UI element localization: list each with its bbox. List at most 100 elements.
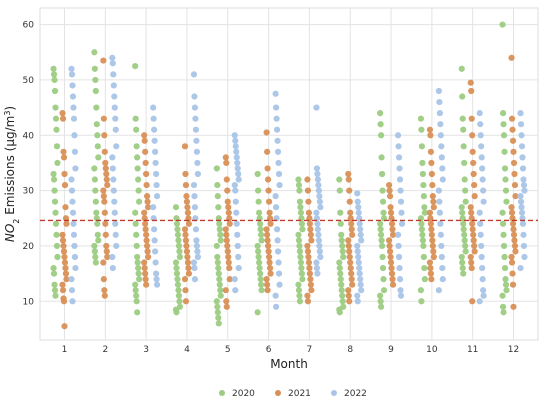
data-point-2022 — [478, 253, 485, 261]
data-point-2021 — [388, 270, 396, 277]
data-point-2021 — [265, 253, 273, 261]
x-tick-label: 4 — [184, 345, 190, 355]
data-point-2022 — [275, 159, 282, 167]
data-point-2020 — [135, 270, 142, 277]
data-point-2020 — [418, 226, 426, 233]
data-point-2020 — [499, 21, 506, 28]
data-point-2020 — [499, 209, 506, 216]
data-point-2020 — [257, 231, 265, 238]
data-point-2022 — [394, 231, 402, 238]
data-point-2020 — [91, 176, 98, 183]
data-point-2021 — [510, 159, 518, 167]
data-point-2021 — [144, 242, 151, 250]
data-point-2022 — [520, 242, 528, 250]
data-point-2022 — [109, 154, 116, 161]
data-point-2022 — [68, 276, 75, 283]
data-point-2020 — [378, 154, 385, 161]
data-point-2020 — [133, 292, 140, 299]
data-point-2022 — [112, 115, 119, 122]
data-point-2020 — [52, 292, 59, 299]
y-label-rest: Emissions (μg/m — [3, 116, 17, 219]
y-tick-label: 40 — [23, 131, 35, 141]
data-point-2020 — [92, 187, 99, 194]
data-point-2020 — [134, 154, 141, 161]
data-point-2021 — [267, 220, 274, 227]
data-point-2022 — [152, 259, 159, 266]
data-point-2022 — [476, 298, 483, 305]
data-point-2021 — [266, 209, 273, 216]
data-point-2021 — [222, 154, 229, 161]
data-point-2020 — [458, 253, 465, 261]
data-point-2021 — [142, 226, 149, 233]
data-point-2021 — [428, 170, 435, 178]
data-point-2022 — [395, 253, 403, 261]
data-point-2020 — [132, 287, 139, 294]
data-point-2021 — [143, 170, 150, 178]
data-point-2020 — [133, 231, 140, 238]
data-point-2021 — [469, 132, 476, 139]
data-point-2022 — [517, 198, 525, 205]
data-point-2020 — [420, 242, 427, 250]
data-point-2021 — [346, 298, 353, 305]
data-point-2022 — [395, 154, 403, 161]
x-tick-label: 1 — [62, 345, 68, 355]
data-point-2021 — [224, 198, 231, 205]
x-tick-label: 6 — [266, 345, 272, 355]
data-point-2020 — [461, 231, 468, 238]
data-point-2022 — [110, 71, 117, 78]
data-point-2021 — [468, 209, 475, 216]
data-point-2020 — [336, 309, 343, 316]
data-point-2021 — [225, 204, 232, 211]
data-point-2021 — [59, 231, 66, 238]
data-point-2020 — [173, 220, 181, 227]
data-point-2020 — [377, 121, 384, 128]
data-point-2021 — [185, 264, 192, 272]
data-point-2020 — [91, 65, 98, 72]
data-point-2020 — [379, 253, 386, 261]
data-point-2022 — [151, 237, 158, 244]
data-point-2022 — [113, 143, 120, 150]
data-point-2021 — [510, 148, 517, 155]
data-point-2020 — [175, 292, 183, 299]
data-point-2020 — [52, 209, 59, 216]
data-point-2020 — [216, 276, 223, 283]
data-point-2021 — [185, 220, 193, 227]
x-axis-label: Month — [270, 357, 308, 371]
data-point-2021 — [141, 137, 148, 144]
data-point-2020 — [254, 242, 261, 250]
data-point-2022 — [193, 242, 201, 250]
data-point-2022 — [439, 176, 446, 183]
data-point-2021 — [428, 226, 435, 233]
data-point-2021 — [467, 79, 474, 86]
data-point-2020 — [52, 104, 59, 111]
data-point-2021 — [267, 270, 274, 277]
data-point-2022 — [112, 231, 119, 238]
data-point-2020 — [50, 170, 57, 178]
data-point-2020 — [256, 270, 264, 277]
y-tick-label: 60 — [23, 21, 35, 31]
data-point-2022 — [439, 276, 446, 283]
data-point-2022 — [276, 281, 283, 288]
data-point-2020 — [377, 220, 384, 227]
data-point-2020 — [462, 187, 469, 194]
data-point-2020 — [51, 198, 59, 205]
data-point-2020 — [461, 159, 468, 167]
data-point-2022 — [233, 154, 240, 161]
data-point-2020 — [216, 226, 223, 233]
data-point-2021 — [142, 276, 149, 283]
data-point-2022 — [478, 242, 485, 250]
data-point-2020 — [500, 121, 507, 128]
data-point-2021 — [100, 57, 107, 64]
data-point-2020 — [175, 287, 182, 294]
data-point-2020 — [502, 176, 509, 183]
data-point-2021 — [222, 287, 229, 294]
data-point-2021 — [429, 181, 436, 189]
data-point-2022 — [152, 159, 159, 167]
data-point-2021 — [61, 259, 69, 266]
data-point-2022 — [477, 231, 484, 238]
data-point-2021 — [347, 264, 354, 272]
data-point-2020 — [258, 237, 265, 244]
data-point-2022 — [272, 193, 279, 200]
data-point-2021 — [143, 281, 150, 288]
data-point-2021 — [427, 270, 434, 277]
